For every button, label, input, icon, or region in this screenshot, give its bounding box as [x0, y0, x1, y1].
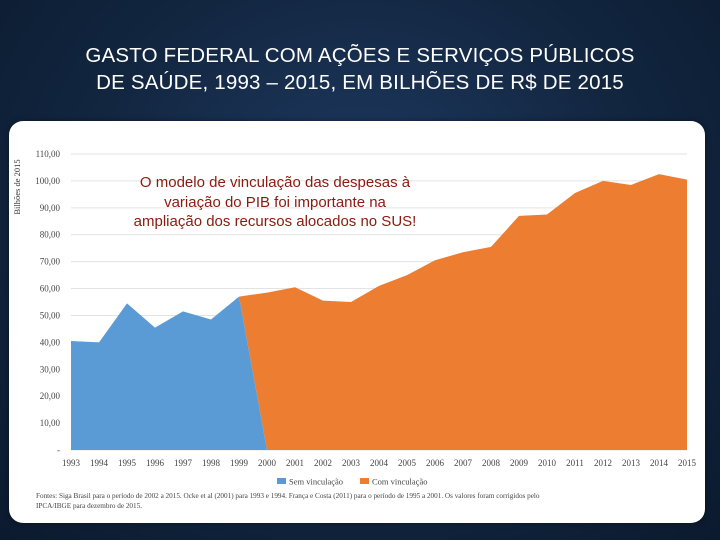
x-tick-label: 2002	[314, 458, 332, 468]
y-tick-label: 60,00	[40, 284, 61, 294]
x-tick-label: 2012	[594, 458, 612, 468]
y-tick-label: 80,00	[40, 230, 61, 240]
x-tick-label: 1995	[118, 458, 137, 468]
legend-label-com-vinculacao: Com vinculação	[372, 477, 427, 487]
x-tick-label: 2000	[258, 458, 277, 468]
x-tick-label: 2011	[566, 458, 584, 468]
x-tick-label: 1993	[62, 458, 81, 468]
legend-swatch-com-vinculacao	[360, 478, 369, 484]
y-tick-label: 90,00	[40, 203, 61, 213]
x-tick-label: 2005	[398, 458, 417, 468]
x-tick-label: 1994	[90, 458, 109, 468]
x-tick-label: 2013	[622, 458, 641, 468]
x-tick-label: 1997	[174, 458, 193, 468]
area-com-vinculacao	[239, 174, 687, 450]
x-tick-label: 2003	[342, 458, 361, 468]
y-tick-label: 110,00	[36, 149, 61, 159]
x-tick-label: 2014	[650, 458, 669, 468]
y-tick-label: 20,00	[40, 391, 61, 401]
x-tick-label: 2004	[370, 458, 389, 468]
y-tick-label: -	[57, 445, 60, 455]
slide-title-line-2: DE SAÚDE, 1993 – 2015, EM BILHÕES DE R$ …	[96, 71, 624, 94]
y-tick-label: 70,00	[40, 257, 61, 267]
y-tick-label: 40,00	[40, 337, 61, 347]
y-axis-label: Bilhões de 2015	[12, 159, 22, 214]
chart-card: - 10,00 20,00 30,00 40,00 50,00 60,00 70,00 80,0…	[9, 121, 705, 523]
source-note-line-1: Fontes: Siga Brasil para o período de 20…	[36, 492, 540, 500]
x-tick-label: 2010	[538, 458, 557, 468]
legend-swatch-sem-vinculacao	[277, 478, 286, 484]
area-sem-vinculacao	[71, 296, 267, 450]
x-tick-label: 1999	[230, 458, 249, 468]
y-tick-label: 50,00	[40, 310, 61, 320]
x-tick-label: 2006	[426, 458, 445, 468]
x-tick-label: 2001	[286, 458, 304, 468]
x-tick-label: 2015	[678, 458, 697, 468]
y-tick-label: 100,00	[35, 176, 60, 186]
source-note-line-2: IPCA/IBGE para dezembro de 2015.	[36, 502, 142, 510]
slide-title: GASTO FEDERAL COM AÇÕES E SERVIÇOS PÚBLI…	[0, 42, 720, 96]
y-tick-label: 30,00	[40, 364, 61, 374]
chart-annotation: O modelo de vinculação das despesas à va…	[133, 174, 417, 230]
slide-title-line-1: GASTO FEDERAL COM AÇÕES E SERVIÇOS PÚBLI…	[85, 44, 635, 67]
area-chart: - 10,00 20,00 30,00 40,00 50,00 60,00 70,00 80,0…	[12, 149, 697, 510]
x-tick-label: 2009	[510, 458, 529, 468]
legend-label-sem-vinculacao: Sem vinculação	[289, 477, 343, 487]
y-tick-label: 10,00	[40, 418, 61, 428]
x-tick-label: 2007	[454, 458, 473, 468]
x-tick-label: 2008	[482, 458, 501, 468]
x-tick-label: 1998	[202, 458, 221, 468]
x-tick-label: 1996	[146, 458, 165, 468]
